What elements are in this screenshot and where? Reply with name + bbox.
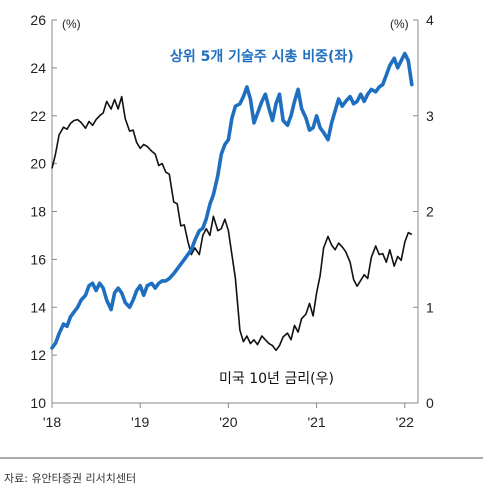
left-axis-unit: (%) xyxy=(62,17,81,31)
left-tick-label: 14 xyxy=(30,299,46,315)
source-note: 자료: 유안타증권 리서치센터 xyxy=(4,472,137,485)
right-tick-label: 1 xyxy=(426,299,434,315)
left-axis-ticks: 10 12 14 16 18 20 22 24 26 xyxy=(30,12,57,411)
right-tick-label: 2 xyxy=(426,204,434,220)
x-tick-label: '20 xyxy=(219,414,237,430)
series-line-share xyxy=(50,51,414,350)
right-tick-label: 4 xyxy=(426,12,434,28)
left-tick-label: 12 xyxy=(30,347,46,363)
right-tick-label: 3 xyxy=(426,108,434,124)
x-tick-label: '18 xyxy=(43,414,61,430)
annotation-rate-label: 미국 10년 금리(우) xyxy=(219,371,334,387)
right-tick-label: 0 xyxy=(426,395,434,411)
x-axis-ticks: '18 '19 '20 '21 '22 xyxy=(43,403,414,430)
x-tick-label: '19 xyxy=(131,414,149,430)
left-tick-label: 16 xyxy=(30,251,46,267)
x-tick-label: '21 xyxy=(307,414,325,430)
left-tick-label: 10 xyxy=(30,395,46,411)
left-tick-label: 26 xyxy=(30,12,46,28)
left-tick-label: 20 xyxy=(30,156,46,172)
left-tick-label: 18 xyxy=(30,204,46,220)
series-line-rate xyxy=(51,95,413,352)
left-tick-label: 22 xyxy=(30,108,46,124)
right-axis-ticks: 0 1 2 3 4 xyxy=(413,12,434,411)
left-tick-label: 24 xyxy=(30,60,46,76)
annotation-share-label: 상위 5개 기술주 시총 비중(좌) xyxy=(170,49,354,65)
x-tick-label: '22 xyxy=(396,414,414,430)
right-axis-unit: (%) xyxy=(390,17,409,31)
